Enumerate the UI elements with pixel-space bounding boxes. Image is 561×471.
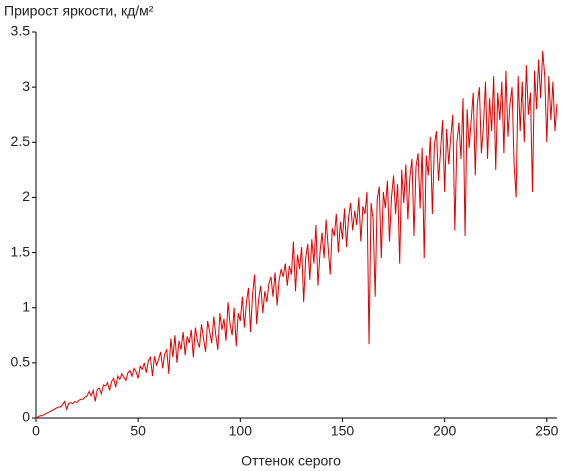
y-tick-label: 3 xyxy=(22,78,30,94)
y-tick-label: 2.5 xyxy=(11,133,31,149)
y-tick-label: 1.5 xyxy=(11,243,31,259)
y-tick-label: 2 xyxy=(22,188,30,204)
chart-title: Прирост яркости, кд/м² xyxy=(4,3,154,19)
y-tick-label: 3.5 xyxy=(11,23,31,39)
x-axis-label: Оттенок серого xyxy=(241,453,341,469)
x-tick-label: 50 xyxy=(130,423,146,439)
data-line xyxy=(35,50,558,419)
x-tick-label: 150 xyxy=(331,423,355,439)
x-tick-label: 250 xyxy=(535,423,559,439)
x-tick-label: 200 xyxy=(433,423,457,439)
x-tick-label: 100 xyxy=(229,423,253,439)
y-tick-label: 0 xyxy=(22,409,30,425)
y-tick-label: 0.5 xyxy=(11,354,31,370)
x-tick-label: 0 xyxy=(32,423,40,439)
y-tick-label: 1 xyxy=(22,298,30,314)
